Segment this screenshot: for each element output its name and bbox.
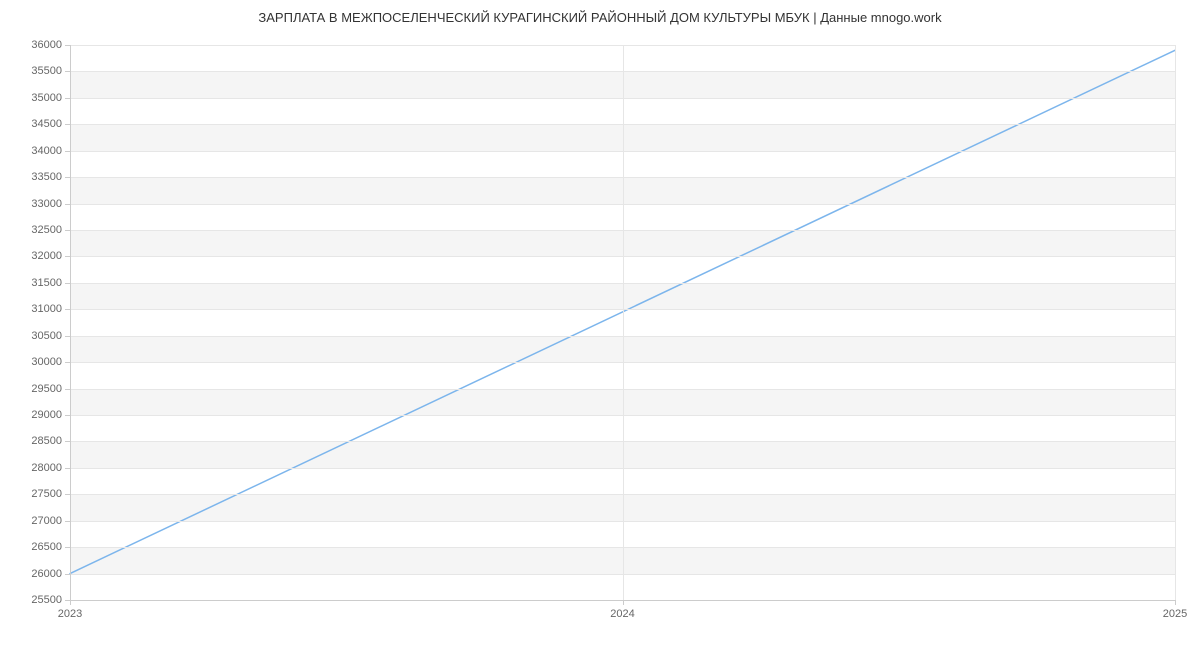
gridline-vertical <box>623 45 624 600</box>
y-tick-label: 34500 <box>31 118 62 130</box>
chart-title: ЗАРПЛАТА В МЕЖПОСЕЛЕНЧЕСКИЙ КУРАГИНСКИЙ … <box>0 10 1200 25</box>
y-tick-label: 35000 <box>31 92 62 104</box>
y-tick-label: 32000 <box>31 250 62 262</box>
gridline-vertical <box>1175 45 1176 600</box>
y-tick-label: 33000 <box>31 198 62 210</box>
x-tick-label: 2024 <box>610 608 634 620</box>
x-tick-label: 2025 <box>1163 608 1187 620</box>
y-tick-label: 28000 <box>31 462 62 474</box>
y-axis-line <box>70 45 71 600</box>
chart-container: ЗАРПЛАТА В МЕЖПОСЕЛЕНЧЕСКИЙ КУРАГИНСКИЙ … <box>0 0 1200 650</box>
y-tick-label: 26500 <box>31 541 62 553</box>
x-tick-mark <box>1175 600 1176 605</box>
y-tick-label: 32500 <box>31 224 62 236</box>
y-tick-label: 30000 <box>31 356 62 368</box>
y-tick-label: 27000 <box>31 515 62 527</box>
y-tick-label: 29000 <box>31 409 62 421</box>
y-tick-label: 31500 <box>31 277 62 289</box>
y-tick-label: 36000 <box>31 39 62 51</box>
x-axis-line <box>70 600 1175 601</box>
y-tick-label: 33500 <box>31 171 62 183</box>
y-tick-label: 26000 <box>31 568 62 580</box>
y-tick-label: 35500 <box>31 65 62 77</box>
y-tick-label: 31000 <box>31 303 62 315</box>
y-tick-label: 34000 <box>31 145 62 157</box>
y-tick-label: 29500 <box>31 383 62 395</box>
plot-area: 2550026000265002700027500280002850029000… <box>70 45 1175 600</box>
y-tick-label: 30500 <box>31 330 62 342</box>
y-tick-label: 28500 <box>31 435 62 447</box>
y-tick-label: 25500 <box>31 594 62 606</box>
y-tick-label: 27500 <box>31 488 62 500</box>
x-tick-label: 2023 <box>58 608 82 620</box>
